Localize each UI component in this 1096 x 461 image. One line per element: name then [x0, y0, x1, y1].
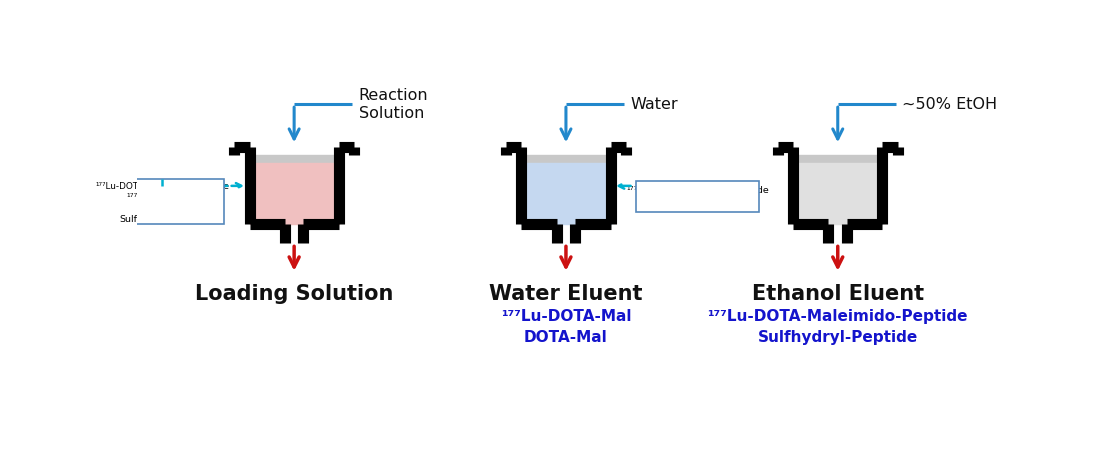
Text: Water Eluent: Water Eluent [489, 284, 642, 304]
Text: ¹⁷⁷Lu-DOTA-Mal
DOTA-Mal: ¹⁷⁷Lu-DOTA-Mal DOTA-Mal [501, 309, 631, 345]
FancyBboxPatch shape [636, 181, 760, 212]
Text: Loading Solution: Loading Solution [195, 284, 393, 304]
Bar [522, 155, 610, 163]
Bar [794, 163, 882, 224]
Text: ¹⁷⁷Lu-DOTA-Maleimido-Peptide
Sulfhydryl-Peptide: ¹⁷⁷Lu-DOTA-Maleimido-Peptide Sulfhydryl-… [708, 309, 968, 345]
Bar [794, 155, 882, 163]
Text: ¹⁷⁷Lu-DOTA-Maleimido-Peptide: ¹⁷⁷Lu-DOTA-Maleimido-Peptide [95, 182, 229, 191]
Text: ~50% EtOH: ~50% EtOH [902, 97, 997, 112]
Bar [522, 163, 610, 224]
FancyBboxPatch shape [101, 179, 224, 224]
Text: ¹⁷⁷Lu-DOTA-Mal: ¹⁷⁷Lu-DOTA-Mal [127, 193, 198, 202]
Bar [250, 155, 339, 163]
Text: Reaction
Solution: Reaction Solution [358, 88, 429, 120]
Text: Water: Water [630, 97, 678, 112]
Text: Sulfhydryl-Peptide: Sulfhydryl-Peptide [119, 215, 206, 224]
Text: Ethanol Eluent: Ethanol Eluent [752, 284, 924, 304]
Text: DOTA-Mal: DOTA-Mal [139, 204, 185, 213]
Bar [250, 163, 339, 224]
Text: Sulfhydryl-Peptide: Sulfhydryl-Peptide [654, 201, 741, 210]
Text: ¹⁷⁷Lu-DOTA-Maleimido-Peptide: ¹⁷⁷Lu-DOTA-Maleimido-Peptide [626, 186, 769, 195]
